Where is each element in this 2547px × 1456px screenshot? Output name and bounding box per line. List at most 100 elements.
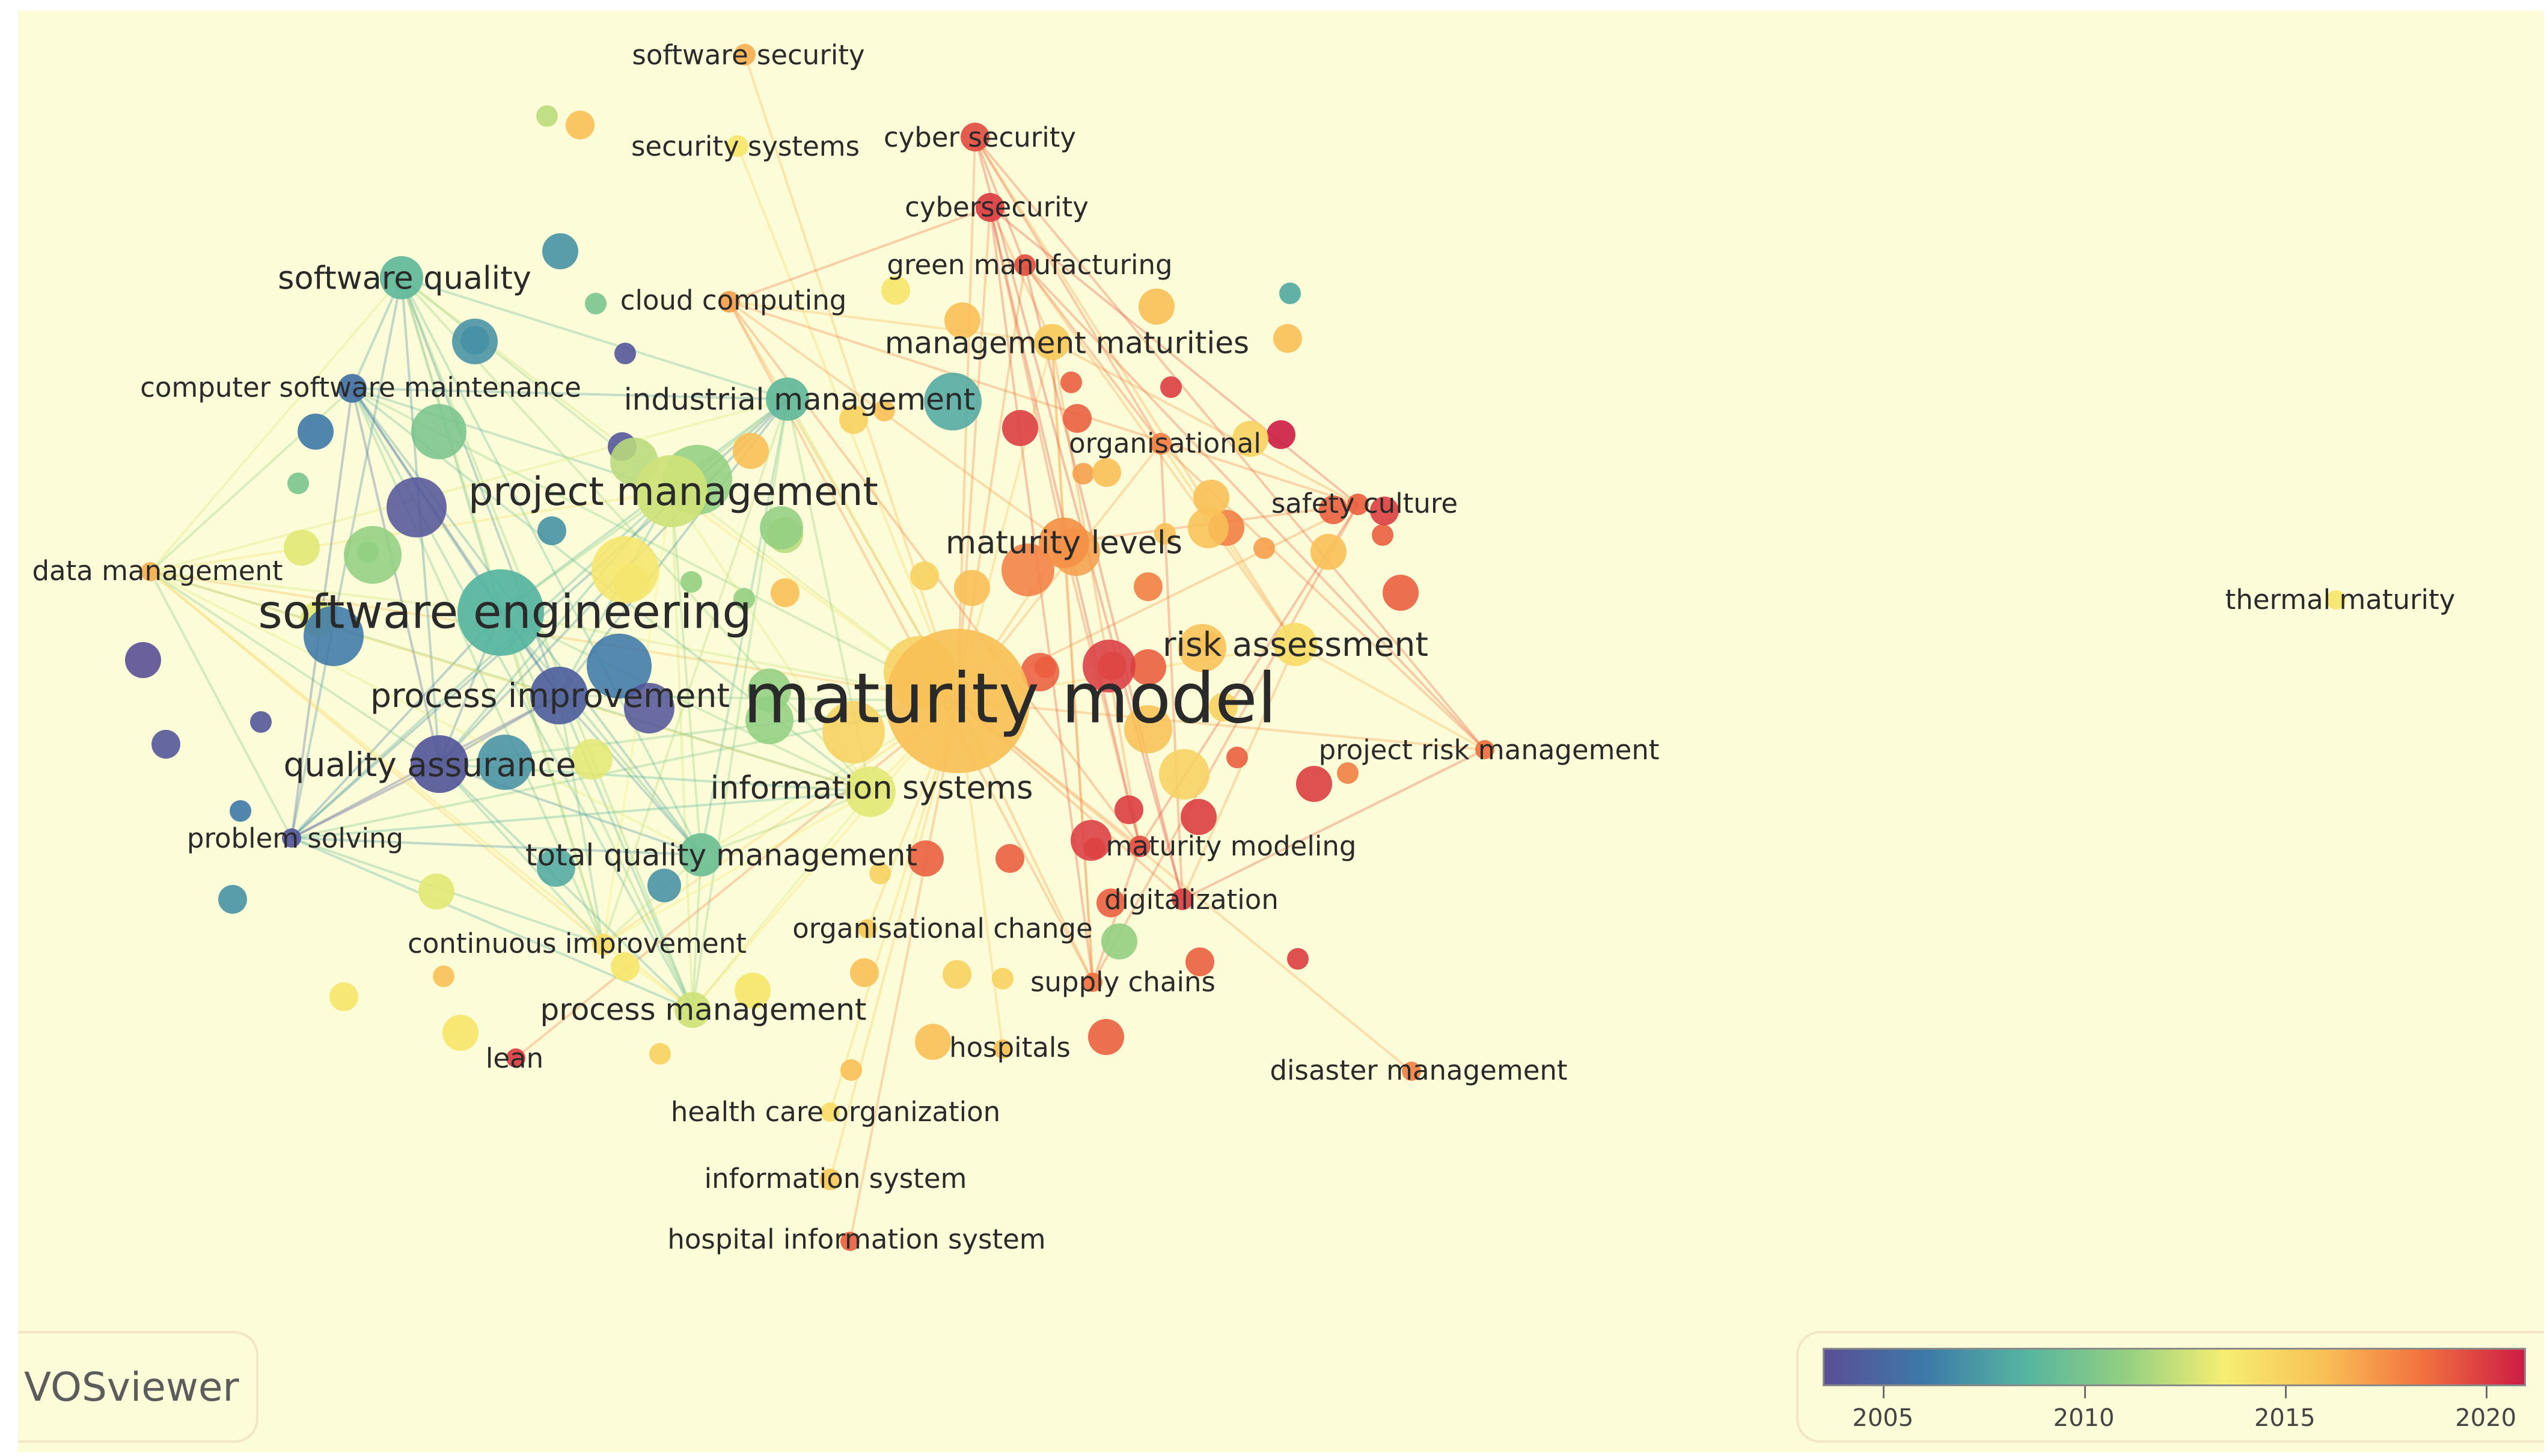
node-thermal-maturity[interactable] <box>2326 590 2346 610</box>
minor-node[interactable] <box>869 863 891 884</box>
minor-node[interactable] <box>924 373 982 430</box>
node-computer-software-maintenance[interactable] <box>338 374 367 403</box>
minor-node[interactable] <box>250 711 272 733</box>
label-software-security[interactable]: software security <box>632 39 864 71</box>
minor-node[interactable] <box>1178 624 1226 672</box>
label-hospital-information-system[interactable]: hospital information system <box>667 1223 1045 1255</box>
label-problem-solving[interactable]: problem solving <box>187 822 403 854</box>
minor-node[interactable] <box>822 701 885 763</box>
minor-node[interactable] <box>442 1015 479 1051</box>
minor-node[interactable] <box>125 642 161 678</box>
minor-node[interactable] <box>1273 324 1302 353</box>
minor-node[interactable] <box>1310 534 1347 570</box>
node-green-manufacturing[interactable] <box>1014 254 1036 276</box>
minor-node[interactable] <box>1383 575 1419 611</box>
minor-node[interactable] <box>1139 289 1175 325</box>
minor-node[interactable] <box>647 869 681 902</box>
node-cybersecurity[interactable] <box>976 193 1004 222</box>
minor-node[interactable] <box>1287 948 1309 970</box>
minor-node[interactable] <box>537 516 566 545</box>
node-maturity-modeling[interactable] <box>1129 836 1151 857</box>
minor-node[interactable] <box>735 973 771 1009</box>
node-safety-culture[interactable] <box>1347 494 1369 515</box>
label-cybersecurity[interactable]: cybersecurity <box>905 191 1089 223</box>
minor-node[interactable] <box>411 404 466 459</box>
label-thermal-maturity[interactable]: thermal maturity <box>2225 584 2456 616</box>
label-project-management[interactable]: project management <box>468 470 878 515</box>
minor-node[interactable] <box>1188 507 1229 548</box>
minor-node[interactable] <box>566 111 595 139</box>
node-cloud-computing[interactable] <box>718 291 740 313</box>
minor-node[interactable] <box>218 885 247 914</box>
node-industrial-management[interactable] <box>766 378 809 421</box>
minor-node[interactable] <box>1021 653 1059 691</box>
minor-node[interactable] <box>1372 524 1393 546</box>
node-project-management[interactable] <box>635 455 708 527</box>
node-health-care-organization[interactable] <box>821 1103 840 1122</box>
minor-node[interactable] <box>572 739 613 780</box>
minor-node[interactable] <box>1130 649 1166 685</box>
minor-node[interactable] <box>771 578 800 607</box>
node-total-quality-management[interactable] <box>679 833 723 876</box>
label-digitalization[interactable]: digitalization <box>1104 884 1279 916</box>
label-project-risk-management[interactable]: project risk management <box>1319 734 1660 766</box>
minor-node[interactable] <box>1083 640 1136 693</box>
minor-node[interactable] <box>418 873 454 910</box>
label-cloud-computing[interactable]: cloud computing <box>620 284 847 316</box>
minor-node[interactable] <box>542 233 578 269</box>
label-health-care-organization[interactable]: health care organization <box>671 1096 1000 1128</box>
minor-node[interactable] <box>840 1059 862 1081</box>
label-information-system[interactable]: information system <box>705 1163 967 1194</box>
label-management-maturities[interactable]: management maturities <box>885 326 1249 361</box>
label-cyber-security[interactable]: cyber security <box>884 121 1076 153</box>
node-lean[interactable] <box>506 1048 525 1068</box>
minor-node[interactable] <box>304 606 364 666</box>
minor-node[interactable] <box>748 668 791 712</box>
minor-node[interactable] <box>1001 543 1054 596</box>
node-project-risk-management[interactable] <box>1475 740 1494 759</box>
minor-node[interactable] <box>1115 795 1143 824</box>
label-process-management[interactable]: process management <box>540 993 867 1027</box>
minor-node[interactable] <box>592 536 659 604</box>
label-supply-chains[interactable]: supply chains <box>1030 966 1215 998</box>
minor-node[interactable] <box>1063 404 1092 433</box>
minor-node[interactable] <box>954 570 990 606</box>
node-digitalization[interactable] <box>1172 889 1193 910</box>
label-hospitals[interactable]: hospitals <box>949 1032 1071 1063</box>
minor-node[interactable] <box>1209 693 1238 721</box>
label-computer-software-maintenance[interactable]: computer software maintenance <box>140 372 581 403</box>
minor-node[interactable] <box>151 730 180 759</box>
label-green-manufacturing[interactable]: green manufacturing <box>887 249 1172 281</box>
minor-node[interactable] <box>733 588 755 610</box>
minor-node[interactable] <box>387 477 447 537</box>
minor-node[interactable] <box>1279 283 1301 304</box>
label-lean[interactable]: lean <box>486 1042 543 1074</box>
label-continuous-improvement[interactable]: continuous improvement <box>408 928 747 959</box>
node-supply-chains[interactable] <box>1083 973 1102 992</box>
node-management-maturities[interactable] <box>1034 324 1070 360</box>
node-security-systems[interactable] <box>727 135 748 157</box>
minor-node[interactable] <box>329 982 358 1011</box>
node-maturity-levels[interactable] <box>1039 518 1089 568</box>
minor-node[interactable] <box>611 952 640 981</box>
minor-node[interactable] <box>1337 762 1359 784</box>
label-risk-assessment[interactable]: risk assessment <box>1163 625 1428 664</box>
minor-node[interactable] <box>881 276 910 305</box>
minor-node[interactable] <box>733 433 769 469</box>
label-data-management[interactable]: data management <box>32 555 283 587</box>
minor-node[interactable] <box>839 405 868 434</box>
label-software-quality[interactable]: software quality <box>278 260 531 297</box>
minor-node[interactable] <box>1232 421 1268 457</box>
label-disaster-management[interactable]: disaster management <box>1270 1054 1567 1086</box>
minor-node[interactable] <box>1319 495 1348 524</box>
minor-node[interactable] <box>585 293 607 314</box>
minor-node[interactable] <box>587 634 652 699</box>
minor-node[interactable] <box>915 1024 951 1060</box>
minor-node[interactable] <box>760 506 803 549</box>
minor-node[interactable] <box>1134 572 1163 601</box>
minor-node[interactable] <box>873 400 895 421</box>
minor-node[interactable] <box>1092 458 1121 487</box>
minor-node[interactable] <box>1267 420 1295 449</box>
minor-node[interactable] <box>298 414 334 450</box>
node-risk-assessment[interactable] <box>1274 623 1317 666</box>
